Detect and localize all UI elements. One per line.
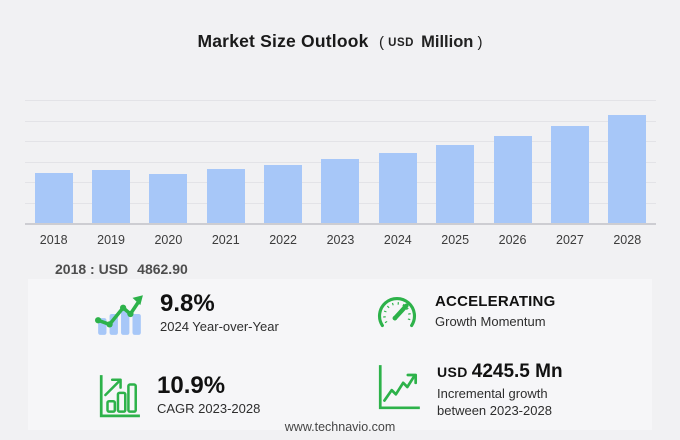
bar-growth-icon	[96, 373, 142, 424]
incremental-value: USD 4245.5 Mn	[437, 361, 599, 383]
x-tick-2019: 2019	[97, 233, 125, 247]
bar-2023	[312, 100, 369, 223]
bar-plot	[25, 100, 656, 225]
bar-2024	[369, 100, 426, 223]
bar-2018	[25, 100, 82, 223]
yoy-label: 2024 Year-over-Year	[160, 319, 279, 335]
bar-2019	[82, 100, 139, 223]
footer: www.technavio.com	[0, 420, 680, 434]
paren-open: (	[378, 34, 384, 51]
page-title: Market Size Outlook ( USD Million )	[0, 31, 680, 52]
x-tick-2020: 2020	[154, 233, 183, 247]
stat-yoy: 9.8% 2024 Year-over-Year	[95, 291, 279, 342]
incremental-currency: USD	[437, 364, 468, 380]
gauge-icon	[374, 293, 420, 340]
website-link[interactable]: www.technavio.com	[284, 420, 396, 434]
gridline	[25, 120, 656, 122]
incremental-amount: 4245.5 Mn	[471, 361, 563, 382]
bar-2026	[484, 100, 541, 223]
line-chart-icon	[376, 362, 422, 417]
yoy-value: 9.8%	[160, 290, 215, 317]
x-tick-2027: 2027	[556, 233, 584, 247]
momentum-label: Growth Momentum	[435, 314, 546, 329]
x-tick-2025: 2025	[441, 233, 470, 247]
x-tick-2022: 2022	[269, 233, 298, 247]
chart-title: Market Size Outlook	[197, 31, 369, 51]
bar-trend-icon	[95, 291, 145, 342]
x-axis-labels: 2018 2019 2020 2021 2022 2023 2024 2025 2026 2027…	[25, 233, 656, 247]
base-year-label: 2018 : USD	[55, 261, 129, 277]
paren-close: )	[477, 34, 483, 51]
x-tick-2024: 2024	[383, 233, 412, 247]
gridline	[25, 100, 656, 101]
x-tick-2026: 2026	[498, 233, 527, 247]
x-tick-2023: 2023	[326, 233, 355, 247]
base-year-value: 4862.90	[137, 261, 188, 277]
bar-2028	[599, 100, 656, 223]
x-tick-2021: 2021	[211, 233, 240, 247]
cagr-label: CAGR 2023-2028	[157, 401, 261, 417]
bar-2027	[541, 100, 598, 223]
momentum-value: ACCELERATING	[435, 293, 556, 310]
bar-2021	[197, 100, 254, 223]
cagr-value: 10.9%	[157, 372, 226, 399]
chart-unit: ( USD Million )	[378, 33, 483, 51]
x-tick-2018: 2018	[39, 233, 68, 247]
stat-cagr: 10.9% CAGR 2023-2028	[96, 373, 260, 424]
stat-incremental: USD 4245.5 Mn Incremental growth between …	[376, 361, 599, 420]
bar-2020	[140, 100, 197, 223]
base-year-note: 2018 : USD 4862.90	[55, 261, 188, 277]
stats-panel	[28, 279, 652, 430]
incremental-label: Incremental growth between 2023-2028	[437, 385, 552, 418]
unit-currency: USD	[388, 37, 414, 49]
bar-2022	[254, 100, 311, 223]
gridline	[25, 141, 656, 142]
stat-momentum: ACCELERATING Growth Momentum	[374, 293, 555, 340]
bar-2025	[427, 100, 484, 223]
x-tick-2028: 2028	[613, 233, 642, 247]
unit-label: Million	[421, 33, 474, 51]
